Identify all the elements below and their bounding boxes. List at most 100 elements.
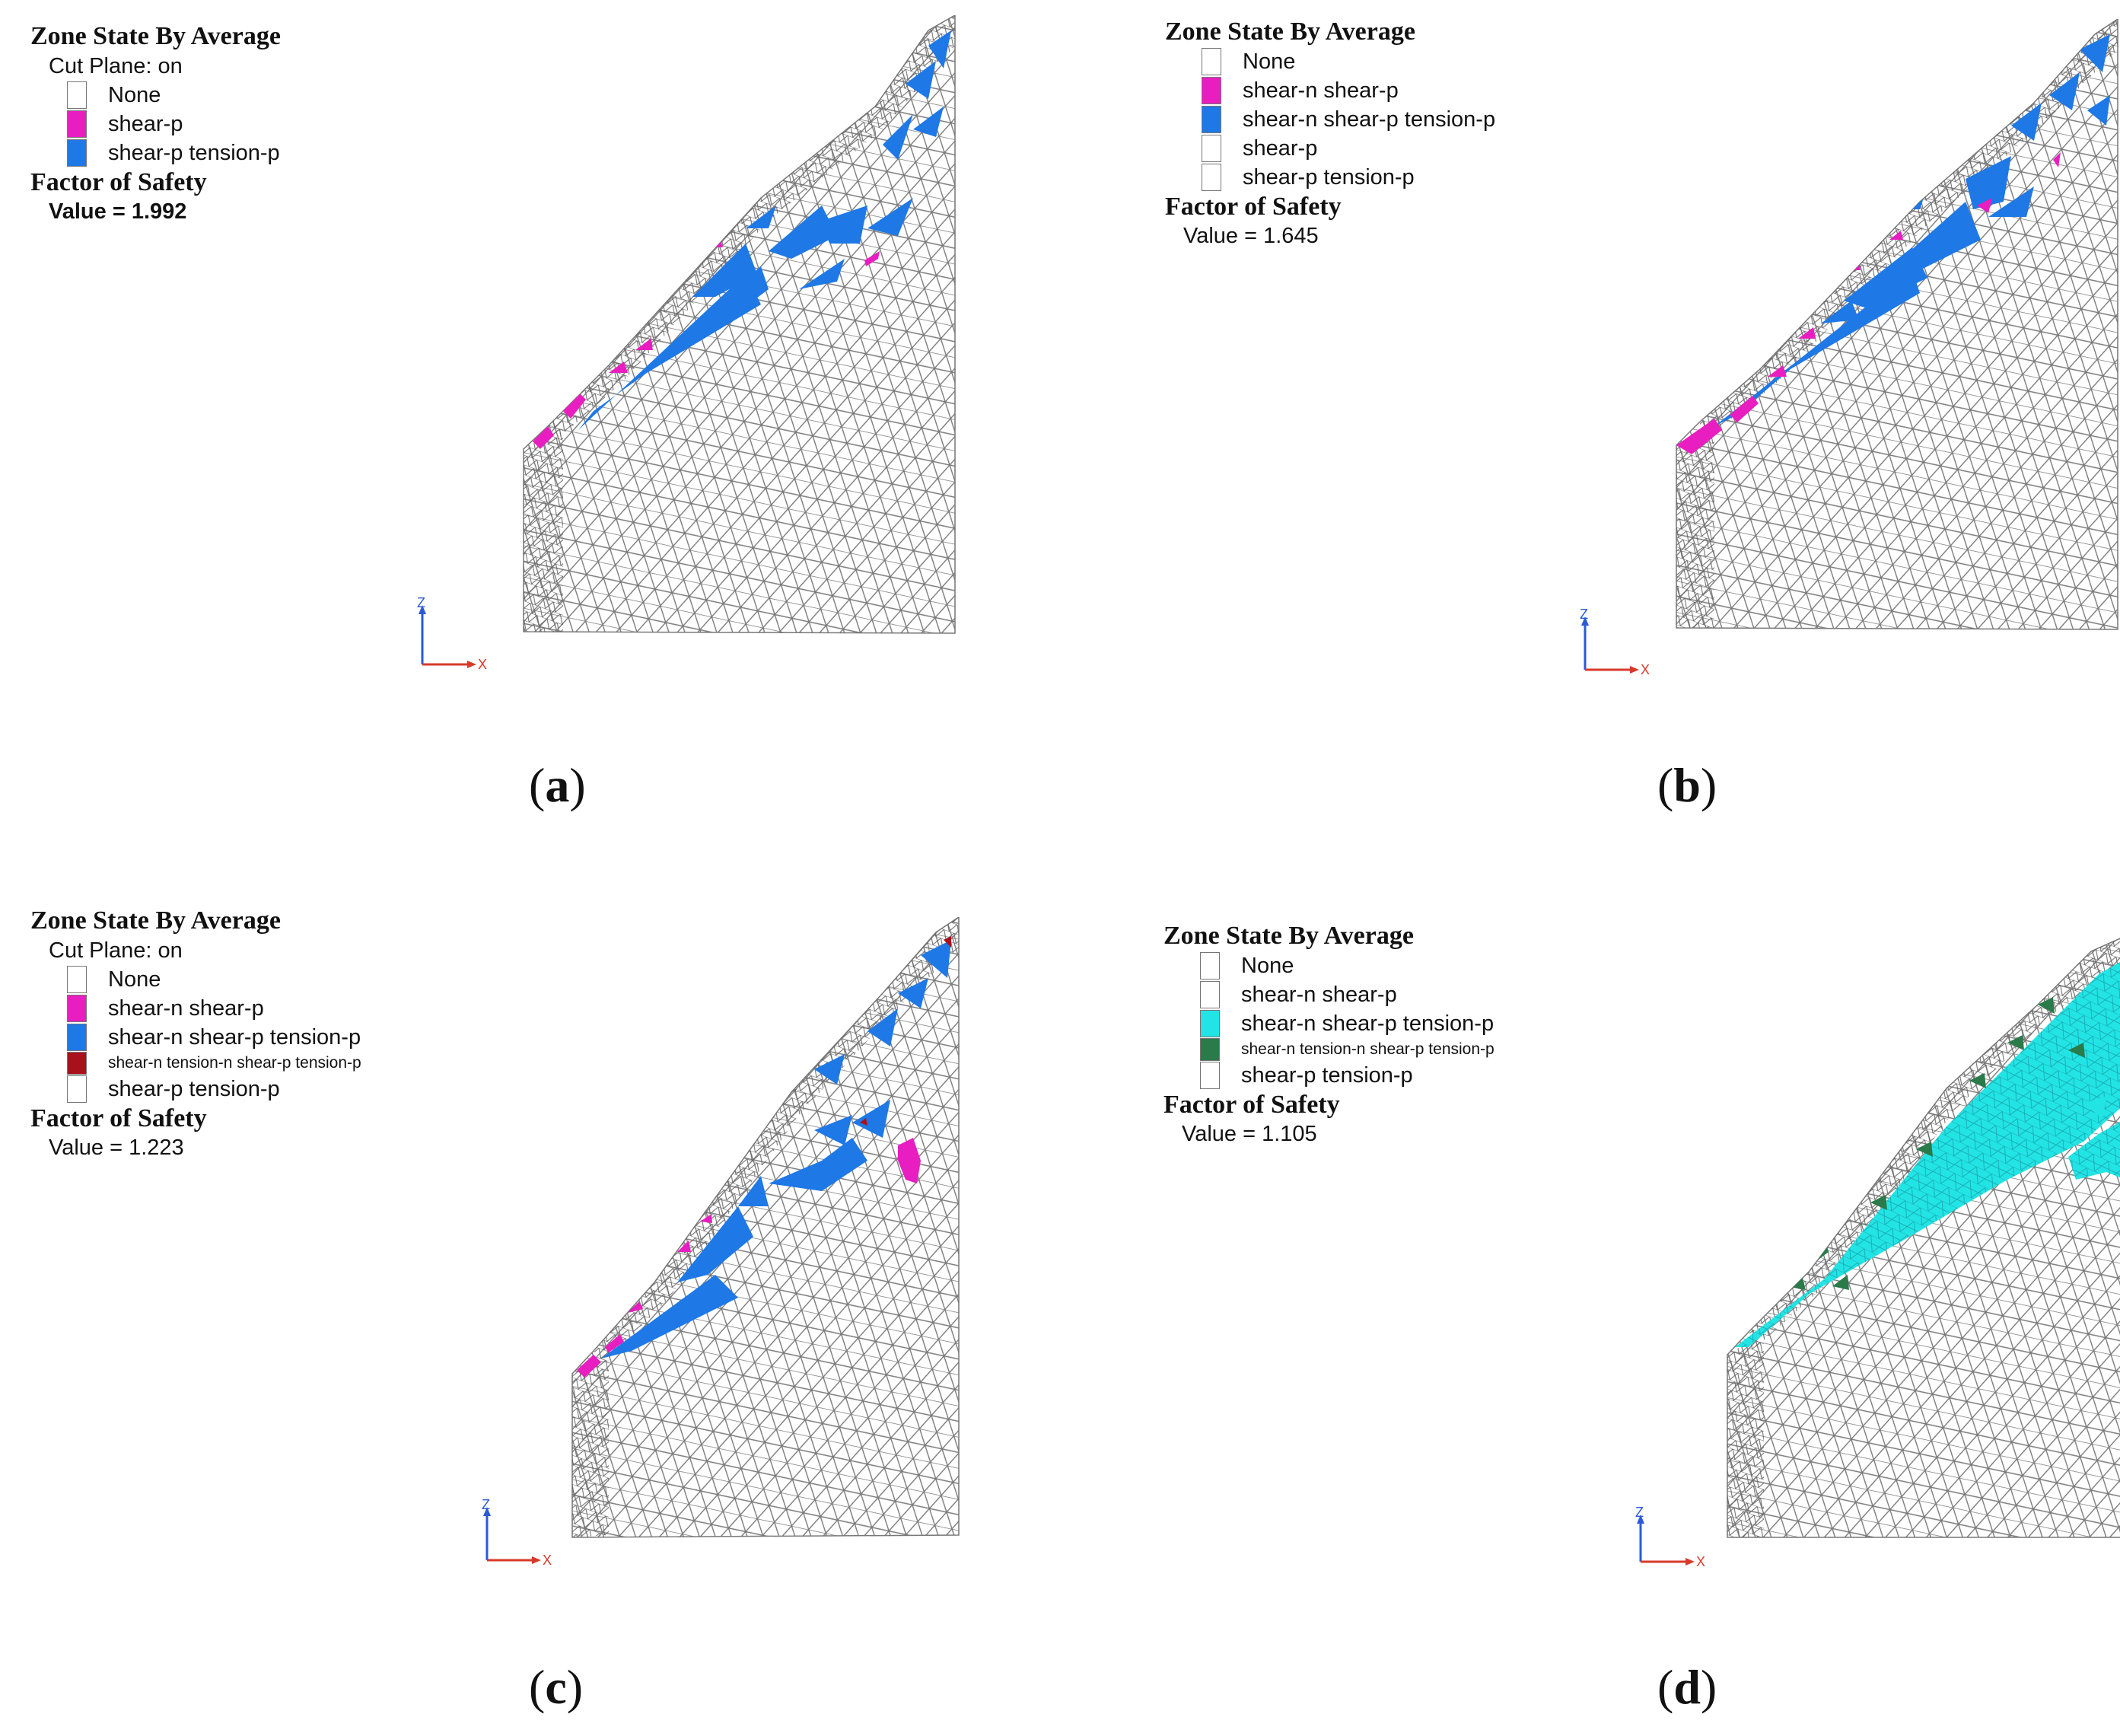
axis-x-label: X: [1696, 1554, 1705, 1569]
fos-value: Value = 1.105: [1182, 1122, 1317, 1146]
slope-mesh: [523, 15, 956, 634]
legend-item-label: None: [1241, 953, 1294, 978]
axis-x-label: X: [478, 657, 487, 672]
legend-item-label: shear-n shear-p: [1241, 982, 1397, 1007]
fos-title: Factor of Safety: [30, 1104, 207, 1132]
legend-item: None: [1163, 951, 1495, 980]
panel-b: Zone State By Average None shear-n shear…: [1136, 0, 2120, 868]
legend-item-label: shear-n shear-p tension-p: [108, 1024, 361, 1050]
shear-n-shear-p-zones: [577, 1138, 921, 1378]
axis-z-label: Z: [482, 1499, 490, 1512]
legend-item-label: shear-n shear-p: [1243, 78, 1399, 103]
slope-mesh: [571, 917, 960, 1538]
legend-item: shear-n shear-p: [1165, 76, 1495, 105]
legend-item: shear-p tension-p: [30, 1075, 361, 1104]
legend-swatch: [1200, 981, 1220, 1008]
legend-title: Zone State By Average: [30, 22, 281, 50]
fos-title: Factor of Safety: [1165, 193, 1342, 221]
legend-swatch: [67, 1052, 87, 1075]
fos-value: Value = 1.992: [49, 199, 187, 224]
legend: Zone State By Average Cut Plane: on None…: [30, 906, 361, 1161]
legend-item-label: shear-p tension-p: [108, 140, 280, 165]
legend-item: shear-p tension-p: [1163, 1061, 1495, 1090]
legend-item-label: shear-n tension-n shear-p tension-p: [1241, 1040, 1495, 1058]
fos-value: Value = 1.645: [1183, 224, 1319, 248]
legend-item: shear-n shear-p tension-p: [30, 1023, 361, 1052]
axis-x-label: X: [1641, 662, 1650, 677]
panel-caption: (b): [1657, 758, 1717, 812]
slope-mesh: [1676, 19, 2118, 630]
legend-title: Zone State By Average: [30, 906, 281, 935]
axis-triad: Z X: [1580, 609, 1650, 677]
legend-item: shear-n shear-p: [30, 994, 361, 1023]
axis-z-label: Z: [1580, 609, 1588, 622]
legend-swatch: [67, 966, 87, 993]
legend-item: shear-n tension-n shear-p tension-p: [1163, 1038, 1495, 1061]
panel-a: Zone State By Average Cut Plane: on None…: [0, 0, 1060, 868]
caption-letter: c: [545, 1660, 567, 1714]
legend-item-label: None: [108, 967, 161, 992]
fos-title: Factor of Safety: [30, 168, 207, 196]
legend-item-label: shear-n shear-p tension-p: [1243, 107, 1496, 132]
shear-n-shear-p-tension-p-zones: [601, 940, 951, 1359]
slope-mesh: [1727, 936, 2120, 1538]
legend-swatch: [1200, 1062, 1220, 1089]
caption-letter: b: [1673, 758, 1701, 812]
legend-item: shear-p: [1165, 134, 1495, 163]
legend-swatch: [67, 81, 87, 109]
caption-letter: a: [545, 758, 570, 812]
caption-letter: d: [1673, 1660, 1701, 1714]
legend-swatch: [1200, 952, 1220, 979]
legend-item-label: shear-p tension-p: [1243, 164, 1415, 190]
cut-plane-label: Cut Plane: on: [49, 54, 183, 78]
legend-item-label: shear-p: [1243, 135, 1318, 161]
panel-caption: (a): [529, 758, 586, 812]
axis-x-label: X: [543, 1553, 552, 1568]
shear-n-shear-p-tension-p-zones: [1714, 34, 2110, 426]
legend-swatch: [1200, 1038, 1220, 1061]
legend-item: shear-n shear-p: [1163, 980, 1495, 1009]
legend-swatch: [1202, 48, 1221, 75]
fos-title: Factor of Safety: [1163, 1091, 1340, 1119]
legend-swatch: [1200, 1010, 1220, 1037]
legend-item: shear-p: [30, 110, 281, 139]
legend-title: Zone State By Average: [1165, 18, 1415, 46]
legend-item: shear-p tension-p: [30, 139, 281, 167]
panel-caption: (c): [529, 1660, 584, 1714]
legend-swatch: [1202, 106, 1221, 133]
legend-swatch: [1202, 135, 1221, 162]
legend-item-label: shear-p tension-p: [1241, 1062, 1413, 1088]
legend-swatch: [67, 995, 87, 1022]
legend-item: None: [30, 965, 361, 994]
legend-swatch: [1202, 77, 1221, 104]
fos-value: Value = 1.223: [49, 1136, 184, 1160]
legend: Zone State By Average None shear-n shear…: [1163, 921, 1495, 1148]
legend-swatch: [67, 1075, 87, 1103]
legend-item-label: None: [1243, 49, 1296, 74]
axis-triad: Z X: [417, 597, 487, 672]
cut-plane-label: Cut Plane: on: [49, 938, 183, 963]
panel-c: Zone State By Average Cut Plane: on None…: [0, 868, 1060, 1735]
axis-triad: Z X: [1635, 1507, 1705, 1569]
shear-p-tension-p-zones: [578, 30, 951, 430]
legend-item: shear-n shear-p tension-p: [1163, 1009, 1495, 1038]
legend-item: shear-p tension-p: [1165, 163, 1495, 192]
legend: Zone State By Average Cut Plane: on None…: [30, 21, 281, 225]
shear-n-tension-n-shear-p-tension-p-zones: [860, 936, 951, 1126]
legend-item: None: [30, 81, 281, 110]
axis-z-label: Z: [1635, 1507, 1644, 1520]
legend-swatch: [67, 139, 87, 167]
legend-swatch: [1202, 164, 1221, 191]
panel-caption: (d): [1657, 1660, 1717, 1714]
legend-item-label: shear-n tension-n shear-p tension-p: [108, 1054, 361, 1072]
panel-d: Zone State By Average None shear-n shear…: [1136, 868, 2120, 1735]
legend-swatch: [67, 110, 87, 138]
legend-item-label: shear-n shear-p: [108, 995, 264, 1021]
legend-item: shear-n tension-n shear-p tension-p: [30, 1052, 361, 1075]
legend-item-label: shear-p: [108, 111, 183, 136]
legend-title: Zone State By Average: [1163, 922, 1414, 950]
legend-swatch: [67, 1024, 87, 1051]
legend-item-label: None: [108, 82, 161, 107]
legend-item-label: shear-n shear-p tension-p: [1241, 1011, 1495, 1036]
legend-item: shear-n shear-p tension-p: [1165, 105, 1495, 134]
